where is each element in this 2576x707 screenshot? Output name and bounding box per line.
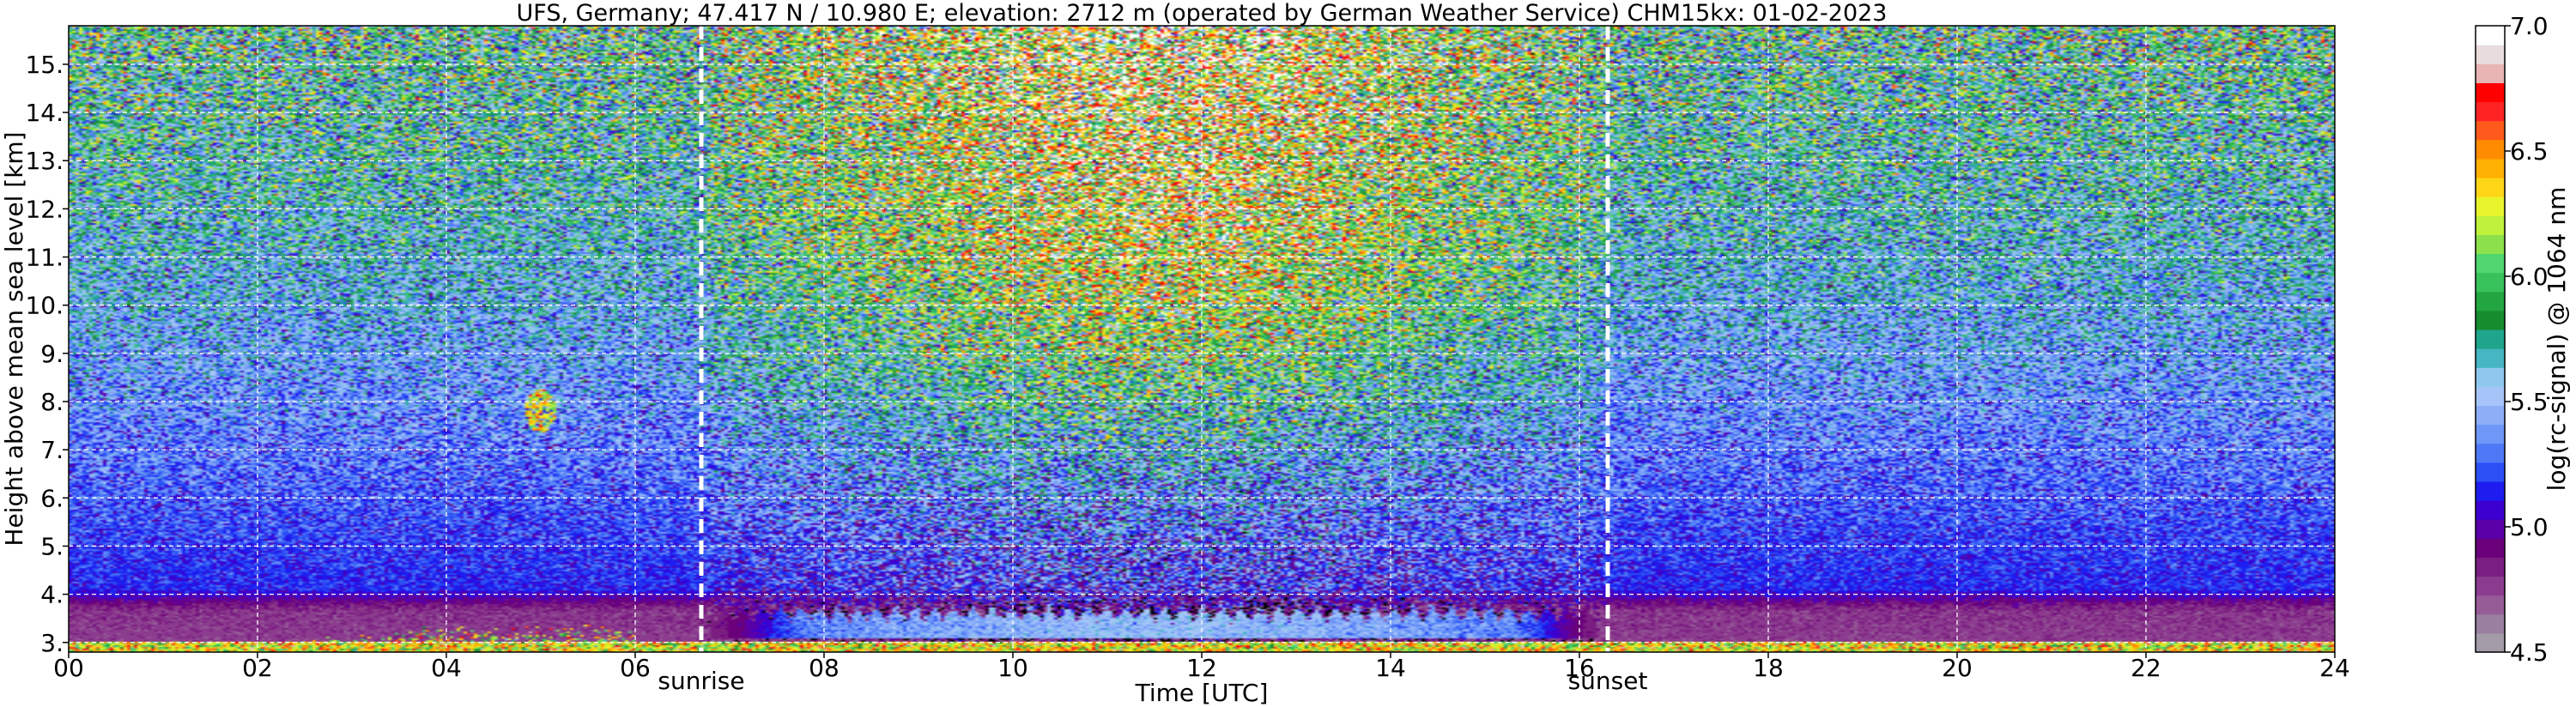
colorbar-swatch	[2476, 462, 2505, 482]
sunset-label: sunset	[1568, 667, 1648, 695]
x-tick-label: 14	[1375, 654, 1406, 682]
x-tick-label: 02	[242, 654, 273, 682]
x-tick-label: 06	[620, 654, 651, 682]
plot-area	[69, 26, 2335, 652]
y-tick-label: 13.	[25, 147, 64, 175]
colorbar-swatch	[2476, 253, 2505, 274]
colorbar-tick-label: 6.0	[2510, 263, 2549, 291]
colorbar-label: log(rc-signal) @ 1064 nm	[2543, 187, 2571, 492]
colorbar-tick-label: 5.0	[2510, 513, 2549, 541]
colorbar-swatch	[2476, 443, 2505, 463]
colorbar-swatch	[2476, 234, 2505, 255]
x-tick-label: 08	[809, 654, 839, 682]
colorbar-swatch	[2476, 367, 2505, 387]
y-tick-label: 7.	[40, 436, 64, 464]
sunrise-label: sunrise	[658, 667, 744, 695]
chart-title: UFS, Germany; 47.417 N / 10.980 E; eleva…	[517, 0, 1888, 27]
y-tick-label: 4.	[40, 581, 64, 609]
colorbar-tick-label: 5.5	[2510, 388, 2549, 416]
colorbar-swatch	[2476, 480, 2505, 501]
x-tick-label: 22	[2131, 654, 2161, 682]
colorbar-swatch	[2476, 45, 2505, 64]
colorbar-tick-label: 7.0	[2510, 12, 2549, 40]
colorbar-swatch	[2476, 82, 2505, 103]
colorbar-swatch	[2476, 595, 2505, 615]
colorbar-swatch	[2476, 272, 2505, 293]
x-axis: 00 02 04 06 08 10 12 14 16 18 20 22 24	[53, 652, 2350, 682]
colorbar-swatch	[2476, 139, 2505, 160]
colorbar-swatch	[2476, 632, 2505, 653]
y-tick-label: 11.	[25, 244, 64, 272]
colorbar-swatch	[2476, 538, 2505, 558]
colorbar-swatch	[2476, 557, 2505, 577]
colorbar-tick-label: 4.5	[2510, 638, 2549, 667]
x-tick-label: 18	[1753, 654, 1784, 682]
colorbar-swatch	[2476, 120, 2505, 141]
x-tick-label: 12	[1186, 654, 1217, 682]
y-tick-label: 5.	[40, 532, 64, 560]
y-tick-label: 12.	[25, 195, 64, 223]
annotation-labels: sunrise sunset	[658, 667, 1647, 695]
y-tick-label: 10.	[25, 292, 64, 320]
colorbar-swatch	[2476, 613, 2505, 634]
colorbar-swatch	[2476, 500, 2505, 520]
x-tick-label: 00	[53, 654, 84, 682]
y-tick-label: 15.	[25, 51, 64, 79]
y-axis-label: Height above mean sea level [km]	[0, 131, 28, 546]
x-tick-label: 04	[431, 654, 462, 682]
colorbar-frame	[2475, 25, 2506, 653]
colorbar-tick-label: 6.5	[2510, 137, 2549, 166]
colorbar-swatch	[2476, 348, 2505, 368]
colorbar-swatch	[2476, 405, 2505, 426]
colorbar-swatch	[2476, 215, 2505, 235]
colorbar-swatch	[2476, 101, 2505, 122]
y-axis: 3. 4. 5. 6. 7. 8. 9. 10. 11. 12. 13. 14. 15.	[25, 51, 69, 657]
colorbar-swatch	[2476, 291, 2505, 311]
y-tick-label: 6.	[40, 484, 64, 512]
colorbar-swatch	[2476, 424, 2505, 444]
colorbar-swatch	[2476, 177, 2505, 197]
y-tick-label: 9.	[40, 340, 64, 368]
y-tick-label: 3.	[40, 629, 64, 657]
colorbar-swatch	[2476, 519, 2505, 539]
colorbar-swatch	[2476, 63, 2505, 83]
colorbar-swatch	[2476, 196, 2505, 216]
colorbar-swatch	[2476, 329, 2505, 349]
y-tick-label: 14.	[25, 99, 64, 127]
annotation-lines	[699, 26, 1610, 652]
colorbar-swatch	[2476, 158, 2505, 178]
x-tick-label: 10	[997, 654, 1028, 682]
y-tick-label: 8.	[40, 388, 64, 416]
colorbar-swatch	[2476, 310, 2505, 330]
colorbar-swatch	[2476, 26, 2505, 45]
colorbar: 4.5 5.0 5.5 6.0 6.5 7.0	[2475, 12, 2549, 667]
x-tick-label: 16	[1564, 654, 1595, 682]
x-tick-label: 20	[1942, 654, 1973, 682]
colorbar-swatch	[2476, 386, 2505, 407]
x-axis-label: Time [UTC]	[1135, 679, 1269, 707]
colorbar-swatch	[2476, 576, 2505, 596]
grid-lines	[69, 26, 2335, 652]
x-tick-label: 24	[2319, 654, 2350, 682]
